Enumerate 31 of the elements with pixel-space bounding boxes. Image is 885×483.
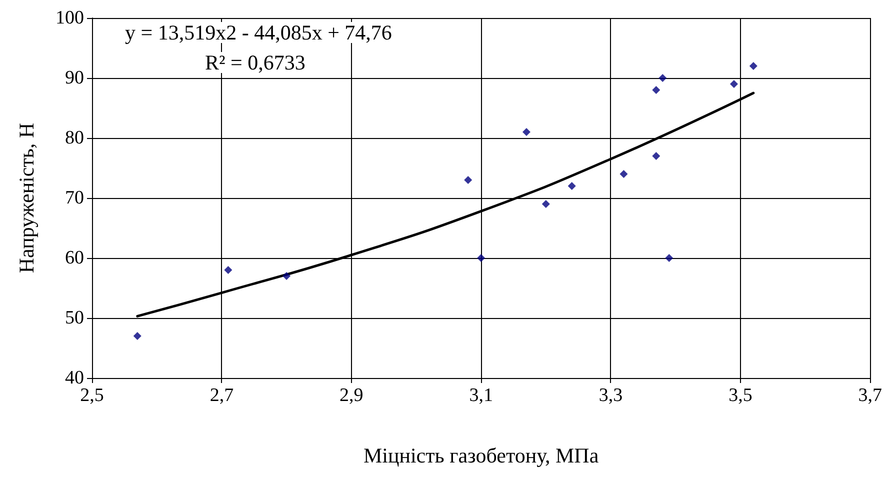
y-tick-label: 80 [65,128,84,148]
point [224,266,232,274]
point [730,80,738,88]
annotation: y = 13,519x2 - 44,085x + 74,76 [125,20,392,44]
point [282,272,291,280]
x-tick-label: 3,5 [728,385,752,406]
point [542,200,550,208]
point [749,62,758,70]
point [568,182,576,190]
y-tick-label: 50 [65,308,84,328]
annotation: R² = 0,6733 [205,50,306,74]
x-tick-label: 2,9 [340,385,364,406]
y-tick-label: 100 [56,8,84,28]
x-tick-label: 2,7 [210,385,234,406]
y-tick-label: 70 [65,188,84,208]
x-tick-label: 3,3 [598,385,623,406]
x-axis-title: Міцність газобетону, МПа [363,444,600,468]
point [133,332,142,340]
point [652,152,660,160]
x-tick-label: 3,1 [469,385,493,406]
point [658,74,667,82]
point [665,254,674,262]
y-tick-label: 60 [65,248,84,268]
x-tick-label: 3,7 [858,385,882,406]
point [477,254,486,262]
point [652,86,660,94]
y-axis-title: Напруженість, Н [14,122,38,274]
point [522,128,530,136]
y-tick-label: 90 [65,68,84,88]
point [620,170,628,178]
point [464,176,472,184]
